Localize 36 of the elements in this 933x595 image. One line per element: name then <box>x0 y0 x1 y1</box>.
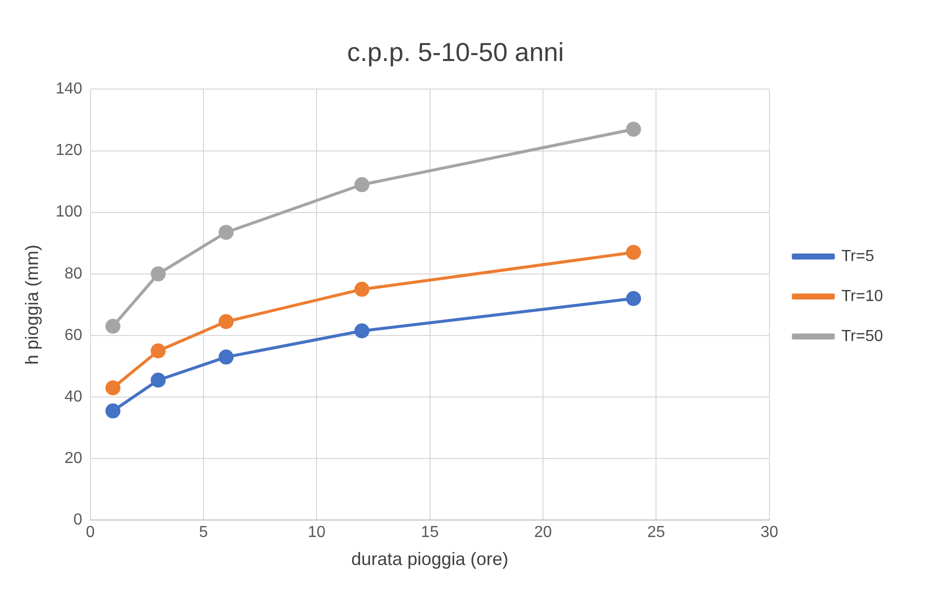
y-tick-label: 100 <box>56 204 82 221</box>
point <box>354 282 370 297</box>
y-tick-label: 140 <box>56 80 82 98</box>
y-axis-title: h pioggia (mm) <box>22 244 42 365</box>
y-tick-label: 20 <box>64 450 82 468</box>
legend-label: Tr=50 <box>841 328 884 345</box>
x-tick-label: 20 <box>534 524 552 542</box>
point <box>105 403 120 418</box>
y-tick-label: 0 <box>73 512 82 529</box>
point <box>218 224 234 240</box>
x-tick-label: 30 <box>760 524 778 542</box>
point <box>150 266 166 282</box>
point <box>626 122 642 137</box>
y-tick-label: 120 <box>56 142 82 160</box>
point <box>218 350 234 365</box>
point <box>218 314 234 330</box>
x-tick-label: 0 <box>86 524 95 542</box>
point <box>150 372 166 388</box>
chart-title: c.p.p. 5-10-50 anni <box>347 36 564 67</box>
point <box>626 244 642 260</box>
x-tick-label: 5 <box>199 524 208 542</box>
x-tick-label: 10 <box>308 524 326 542</box>
y-tick-label: 80 <box>64 265 82 282</box>
x-tick-label: 15 <box>420 524 439 542</box>
y-tick-label: 60 <box>64 326 82 344</box>
x-axis-title: durata pioggia (ore) <box>351 549 508 570</box>
point <box>626 291 642 306</box>
x-tick-label: 25 <box>647 524 666 542</box>
point <box>105 380 120 396</box>
legend-label: Tr=5 <box>841 248 874 265</box>
legend-label: Tr=10 <box>841 288 884 305</box>
point <box>354 323 370 338</box>
point <box>105 318 120 334</box>
y-tick-label: 40 <box>64 388 82 406</box>
point <box>354 177 370 192</box>
point <box>150 343 166 358</box>
